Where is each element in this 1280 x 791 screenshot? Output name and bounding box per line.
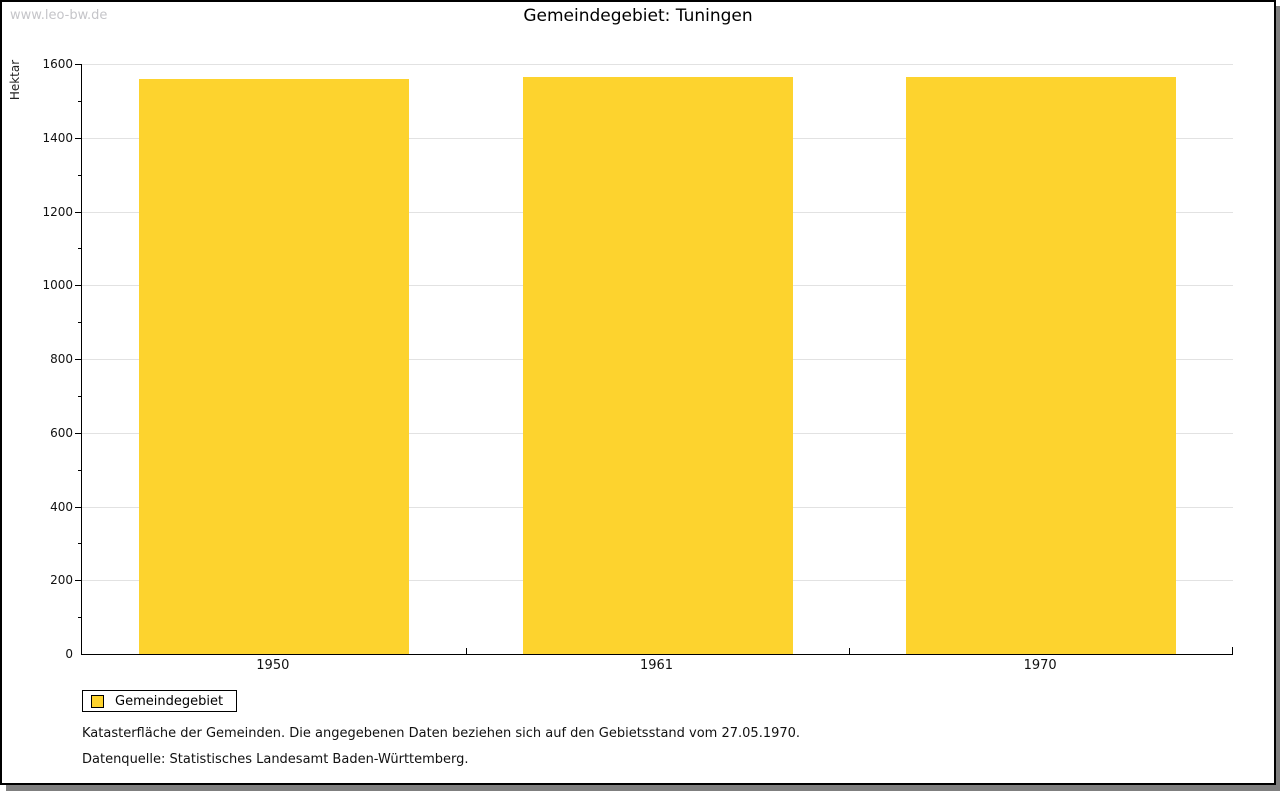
y-minor-tick-1300 bbox=[78, 174, 82, 176]
y-major-tick-1000 bbox=[75, 285, 82, 287]
y-minor-tick-500 bbox=[78, 469, 82, 471]
y-tick-label-800: 800 bbox=[50, 352, 73, 366]
y-minor-tick-1500 bbox=[78, 100, 82, 102]
x-tick-label-1961: 1961 bbox=[639, 658, 674, 673]
watermark-url: www.leo-bw.de bbox=[10, 8, 108, 23]
x-boundary-tick-2 bbox=[849, 648, 851, 654]
plot-area bbox=[75, 64, 1233, 655]
y-major-tick-800 bbox=[75, 359, 82, 360]
y-tick-label-400: 400 bbox=[50, 499, 73, 514]
frame-shadow-bottom bbox=[6, 785, 1276, 791]
x-axis-end-cap bbox=[1232, 647, 1233, 654]
y-major-tick-200 bbox=[75, 580, 82, 582]
y-tick-label-1600: 1600 bbox=[42, 57, 73, 71]
y-minor-tick-100 bbox=[78, 617, 82, 619]
legend-color-swatch bbox=[91, 694, 104, 708]
bar-1961 bbox=[522, 76, 793, 654]
footnote-source: Datenquelle: Statistisches Landesamt Bad… bbox=[82, 752, 469, 767]
y-tick-label-200: 200 bbox=[50, 573, 73, 588]
x-boundary-tick-1 bbox=[465, 648, 467, 654]
y-major-tick-400 bbox=[75, 506, 82, 508]
legend-label: Gemeindegebiet bbox=[115, 693, 224, 709]
y-major-tick-600 bbox=[75, 432, 82, 434]
x-tick-label-1970: 1970 bbox=[1023, 658, 1057, 673]
frame-shadow-right bbox=[1276, 6, 1280, 791]
footnote-description: Katasterfläche der Gemeinden. Die angege… bbox=[82, 726, 801, 741]
y-minor-tick-1100 bbox=[78, 248, 82, 250]
y-minor-tick-300 bbox=[78, 543, 82, 545]
y-major-tick-1200 bbox=[75, 211, 82, 213]
chart-title: Gemeindegebiet: Tuningen bbox=[523, 6, 753, 26]
y-minor-tick-900 bbox=[78, 322, 82, 324]
gridline-y-1600 bbox=[82, 64, 1233, 65]
y-major-tick-1600 bbox=[75, 64, 82, 65]
y-tick-label-600: 600 bbox=[50, 425, 73, 440]
y-minor-tick-700 bbox=[78, 395, 82, 397]
y-tick-label-1200: 1200 bbox=[42, 204, 73, 219]
y-tick-label-0: 0 bbox=[65, 647, 73, 661]
y-tick-label-1000: 1000 bbox=[42, 278, 73, 293]
y-tick-label-1400: 1400 bbox=[42, 130, 73, 145]
y-major-tick-1400 bbox=[75, 137, 82, 139]
bar-1970 bbox=[906, 76, 1177, 654]
legend: Gemeindegebiet bbox=[82, 690, 238, 712]
bar-1950 bbox=[138, 78, 409, 654]
x-tick-label-1950: 1950 bbox=[256, 658, 290, 673]
